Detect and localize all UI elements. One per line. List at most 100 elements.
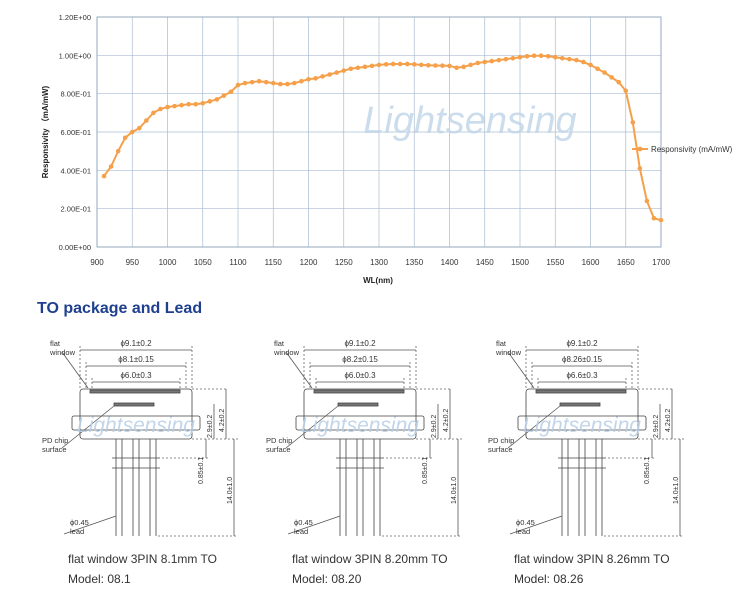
lead-pins <box>558 439 606 536</box>
label-lead: lead <box>70 527 84 536</box>
drawing-watermark: Lightsensing <box>301 414 419 437</box>
package-model: Model: 08.26 <box>514 572 584 586</box>
label-flat: flat <box>496 339 507 348</box>
data-point <box>263 79 269 85</box>
x-axis-ticks: 900 950 1000 1050 1100 1150 1200 1250 1300 1350 14… <box>90 258 670 267</box>
label-flat: flat <box>274 339 285 348</box>
data-point <box>602 70 607 75</box>
x-tick-label: 1350 <box>405 258 423 267</box>
dim-4-2: 4.2±0.2 <box>665 409 672 432</box>
dim-inner-diameter: ϕ6.6±0.3 <box>566 371 598 380</box>
dim-0-85: 0.85±0.1 <box>422 457 429 484</box>
data-point <box>299 78 304 84</box>
y-tick-label: 1.00E+00 <box>59 51 91 60</box>
x-tick-label: 1450 <box>476 258 494 267</box>
data-point <box>207 99 213 104</box>
label-pd-chip: PD chip <box>266 436 292 445</box>
data-point <box>482 59 488 65</box>
drawing-watermark: Lightsensing <box>523 414 641 437</box>
y-tick-label: 8.00E-01 <box>61 90 91 99</box>
data-point <box>454 65 459 71</box>
cap-body <box>525 388 639 440</box>
window-glass <box>535 389 627 394</box>
y-tick-label: 0.00E+00 <box>59 243 91 252</box>
pd-chip <box>113 402 155 407</box>
dim-14-0: 14.0±1.0 <box>227 477 234 504</box>
x-tick-label: 900 <box>90 258 104 267</box>
x-tick-label: 1700 <box>652 258 670 267</box>
data-point <box>313 76 318 81</box>
cap-body <box>303 388 417 440</box>
cap-body <box>79 388 193 440</box>
data-point <box>545 53 551 59</box>
x-axis-label: WL(nm) <box>363 276 393 285</box>
data-point <box>200 100 206 106</box>
y-axis-label: Responsivity （mA/mW) <box>40 85 50 178</box>
label-lead-dia: ϕ0.45 <box>70 518 89 527</box>
label-lead-dia: ϕ0.45 <box>294 518 313 527</box>
dim-0-85: 0.85±0.1 <box>644 457 651 484</box>
data-point <box>172 103 177 109</box>
data-point <box>306 76 311 82</box>
data-point <box>623 88 629 94</box>
data-point <box>616 79 621 85</box>
data-point <box>320 74 325 79</box>
dim-inner-diameter: ϕ6.0±0.3 <box>120 371 152 380</box>
dim-14-0: 14.0±1.0 <box>451 477 458 504</box>
data-point <box>475 60 481 66</box>
data-point <box>228 89 234 95</box>
dim-4-2: 4.2±0.2 <box>219 409 226 432</box>
plot-border <box>96 16 662 248</box>
data-point <box>165 104 170 110</box>
data-point <box>369 63 375 69</box>
data-point <box>426 63 431 68</box>
data-point <box>567 56 572 62</box>
label-lead: lead <box>516 527 530 536</box>
data-point <box>419 62 424 68</box>
data-point <box>609 75 614 80</box>
data-point <box>186 101 191 107</box>
label-surface: surface <box>488 445 513 454</box>
data-point <box>574 57 579 63</box>
cap-flange <box>517 415 647 431</box>
data-point <box>644 198 650 204</box>
data-point <box>158 106 163 112</box>
responsivity-chart: Lightsensing 900 950 1000 1050 1100 1150 1200 1… <box>40 13 733 285</box>
y-tick-label: 4.00E-01 <box>61 166 91 175</box>
data-point <box>383 62 389 67</box>
y-tick-label: 6.00E-01 <box>61 128 91 137</box>
chart-watermark: Lightsensing <box>363 100 576 142</box>
data-point <box>214 97 220 102</box>
cap-flange <box>71 415 201 431</box>
dim-window-diameter: ϕ8.26±0.15 <box>562 355 603 364</box>
data-point <box>278 81 283 87</box>
data-point <box>496 57 502 63</box>
package-caption: flat window 3PIN 8.1mm TO <box>68 552 217 566</box>
chart-grid <box>96 16 662 248</box>
data-point <box>221 93 227 98</box>
data-point <box>115 148 121 154</box>
data-point <box>249 79 255 85</box>
data-point <box>461 64 466 70</box>
data-point <box>658 217 664 223</box>
label-pd-chip: PD chip <box>488 436 514 445</box>
x-tick-label: 1200 <box>300 258 318 267</box>
data-point <box>256 78 262 84</box>
data-point <box>144 118 149 123</box>
data-point <box>510 55 516 61</box>
x-tick-label: 950 <box>126 258 140 267</box>
x-tick-label: 1600 <box>582 258 600 267</box>
data-point <box>137 125 142 131</box>
x-tick-label: 1050 <box>194 258 212 267</box>
x-tick-label: 1000 <box>159 258 177 267</box>
dim-window-diameter: ϕ8.2±0.15 <box>342 355 378 364</box>
lead-pins <box>112 439 160 536</box>
data-point <box>270 80 276 86</box>
data-point <box>404 61 410 67</box>
pd-chip <box>559 402 601 407</box>
package-drawing: ϕ9.1±0.2 ϕ8.2±0.15 ϕ6.0±0.3 flat window … <box>266 339 462 537</box>
dim-2-9: 2.9±0.2 <box>653 415 660 438</box>
data-point <box>581 59 586 65</box>
dim-0-85: 0.85±0.1 <box>198 457 205 484</box>
data-point <box>101 173 107 179</box>
